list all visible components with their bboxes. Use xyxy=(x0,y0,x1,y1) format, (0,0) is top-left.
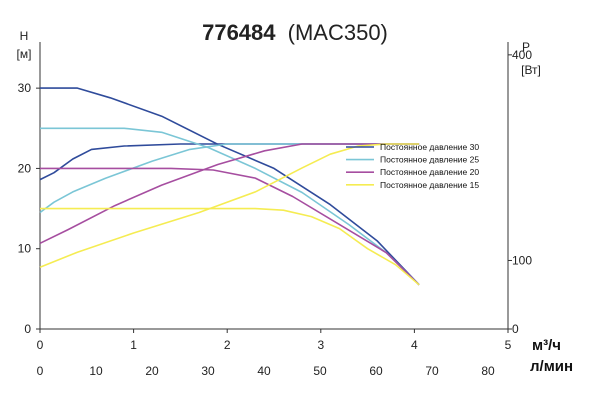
left-axis-symbol: H xyxy=(20,29,29,43)
x-flow-tick-label: 0 xyxy=(37,338,44,352)
left-axis-tick-label: 0 xyxy=(24,322,31,336)
right-axis-unit: [Вт] xyxy=(521,63,541,77)
legend-label-4: Постоянное давление 15 xyxy=(380,180,479,190)
legend-label-2: Постоянное давление 25 xyxy=(380,155,479,165)
x-flow-tick-label: 3 xyxy=(317,338,324,352)
right-axis-tick-label: 100 xyxy=(512,253,532,267)
head-curve-2 xyxy=(40,127,420,286)
power-curve-2 xyxy=(39,143,420,214)
left-axis-unit: [м] xyxy=(17,47,32,61)
chart-title: 776484 (MAC350) xyxy=(202,20,388,45)
x-lpm-tick-label: 40 xyxy=(257,364,271,378)
head-curve-4 xyxy=(40,207,420,286)
x-lpm-tick-label: 10 xyxy=(89,364,103,378)
legend: Постоянное давление 30 Постоянное давлени… xyxy=(346,142,479,190)
power-curve-4 xyxy=(39,143,420,269)
x-lpm-tick-label: 60 xyxy=(369,364,383,378)
x-lpm-tick-label: 70 xyxy=(425,364,439,378)
head-curve-1 xyxy=(40,87,420,286)
x-flow-tick-label: 5 xyxy=(505,338,512,352)
x-lpm-tick-label: 80 xyxy=(481,364,495,378)
x-flow-tick-label: 1 xyxy=(130,338,137,352)
right-axis-tick-label: 0 xyxy=(512,322,519,336)
left-axis-tick-label: 20 xyxy=(18,161,32,175)
series-layer xyxy=(39,87,420,286)
left-axis-tick-label: 30 xyxy=(18,81,32,95)
x-lpm-tick-label: 20 xyxy=(145,364,159,378)
axes-layer xyxy=(39,42,509,330)
x-flow-tick-label: 2 xyxy=(224,338,231,352)
chart-title-model: 776484 xyxy=(202,20,276,45)
x-lpm-tick-label: 30 xyxy=(201,364,215,378)
power-curve-3 xyxy=(39,143,420,245)
left-axis-tick-label: 10 xyxy=(18,242,32,256)
right-axis-tick-label: 400 xyxy=(512,48,532,62)
x-axis-flow-unit: м³/ч xyxy=(532,337,561,354)
x-lpm-tick-label: 0 xyxy=(37,364,44,378)
x-axis-lpm-unit: л/мин xyxy=(530,358,573,375)
x-lpm-tick-label: 50 xyxy=(313,364,327,378)
legend-label-1: Постоянное давление 30 xyxy=(380,142,479,152)
head-curve-3 xyxy=(40,167,420,286)
legend-label-3: Постоянное давление 20 xyxy=(380,167,479,177)
x-flow-tick-label: 4 xyxy=(411,338,418,352)
chart-title-variant: (MAC350) xyxy=(288,20,388,45)
right-axis-symbol: P xyxy=(522,40,530,54)
